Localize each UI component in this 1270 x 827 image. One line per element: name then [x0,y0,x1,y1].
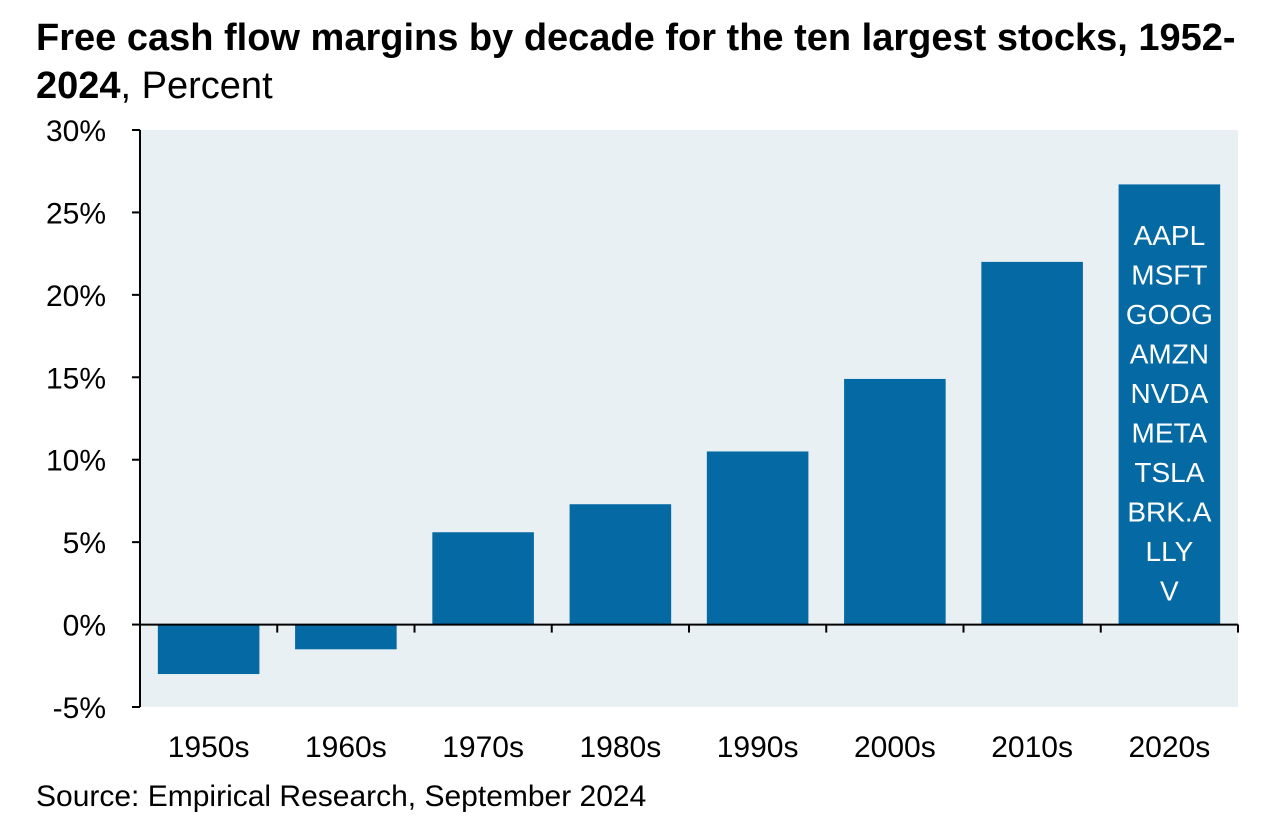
chart-title-main: Free cash flow margins by decade for the… [36,17,1236,107]
source-note: Source: Empirical Research, September 20… [36,780,647,813]
bar-1950s [157,624,260,675]
bar-annotation-amzn: AMZN [1130,339,1209,370]
bar-annotation-goog: GOOG [1126,299,1213,330]
bar-annotation-v: V [1160,576,1179,607]
y-tick-label: 25% [46,197,106,230]
bar-1990s [706,451,809,625]
y-tick-label: 10% [46,445,106,478]
bar-2020s [1118,184,1221,625]
bar-annotation-msft: MSFT [1131,260,1207,291]
chart-title-unit: , Percent [120,65,273,107]
x-tick-label: 1970s [442,731,524,764]
y-tick-label: 5% [63,527,106,560]
bar-annotation-aapl: AAPL [1134,220,1206,251]
y-tick-label: 20% [46,280,106,313]
bar-2000s [844,378,946,625]
x-tick-label: 1980s [580,731,662,764]
bar-annotation-lly: LLY [1146,536,1194,567]
bar-annotation-brka: BRK.A [1127,497,1211,528]
bar-1980s [569,504,672,625]
y-tick-label: 0% [63,610,106,643]
x-tick-label: 2000s [854,731,936,764]
bar-annotation-nvda: NVDA [1130,378,1208,409]
x-tick-label: 2010s [991,731,1073,764]
bar-1960s [295,624,397,650]
y-tick-label: -5% [53,692,106,725]
bar-annotation-tsla: TSLA [1134,457,1204,488]
bar-annotation-meta: META [1132,418,1208,449]
bar-2010s [981,261,1083,625]
x-tick-label: 1960s [305,731,387,764]
x-tick-label: 2020s [1129,731,1211,764]
bar-1970s [432,532,534,625]
y-tick-label: 15% [46,362,106,395]
x-tick-label: 1990s [717,731,799,764]
chart-title: Free cash flow margins by decade for the… [36,14,1256,110]
x-tick-label: 1950s [168,731,250,764]
y-tick-label: 30% [46,115,106,148]
